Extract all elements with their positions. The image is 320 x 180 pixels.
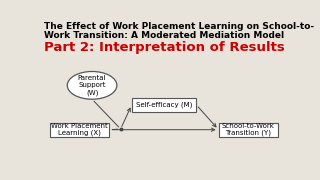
FancyBboxPatch shape: [50, 123, 109, 137]
Text: Self-efficacy (M): Self-efficacy (M): [136, 102, 192, 108]
Text: Work Transition: A Moderated Mediation Model: Work Transition: A Moderated Mediation M…: [44, 31, 284, 40]
Circle shape: [67, 71, 117, 99]
Text: Work Placement
Learning (X): Work Placement Learning (X): [51, 123, 108, 136]
FancyBboxPatch shape: [132, 98, 196, 112]
Text: School-to-Work
Transition (Y): School-to-Work Transition (Y): [222, 123, 275, 136]
Text: The Effect of Work Placement Learning on School-to-: The Effect of Work Placement Learning on…: [44, 22, 314, 31]
Text: Parental
Support
(W): Parental Support (W): [78, 75, 106, 96]
FancyBboxPatch shape: [219, 123, 278, 137]
Text: Part 2: Interpretation of Results: Part 2: Interpretation of Results: [44, 41, 284, 54]
